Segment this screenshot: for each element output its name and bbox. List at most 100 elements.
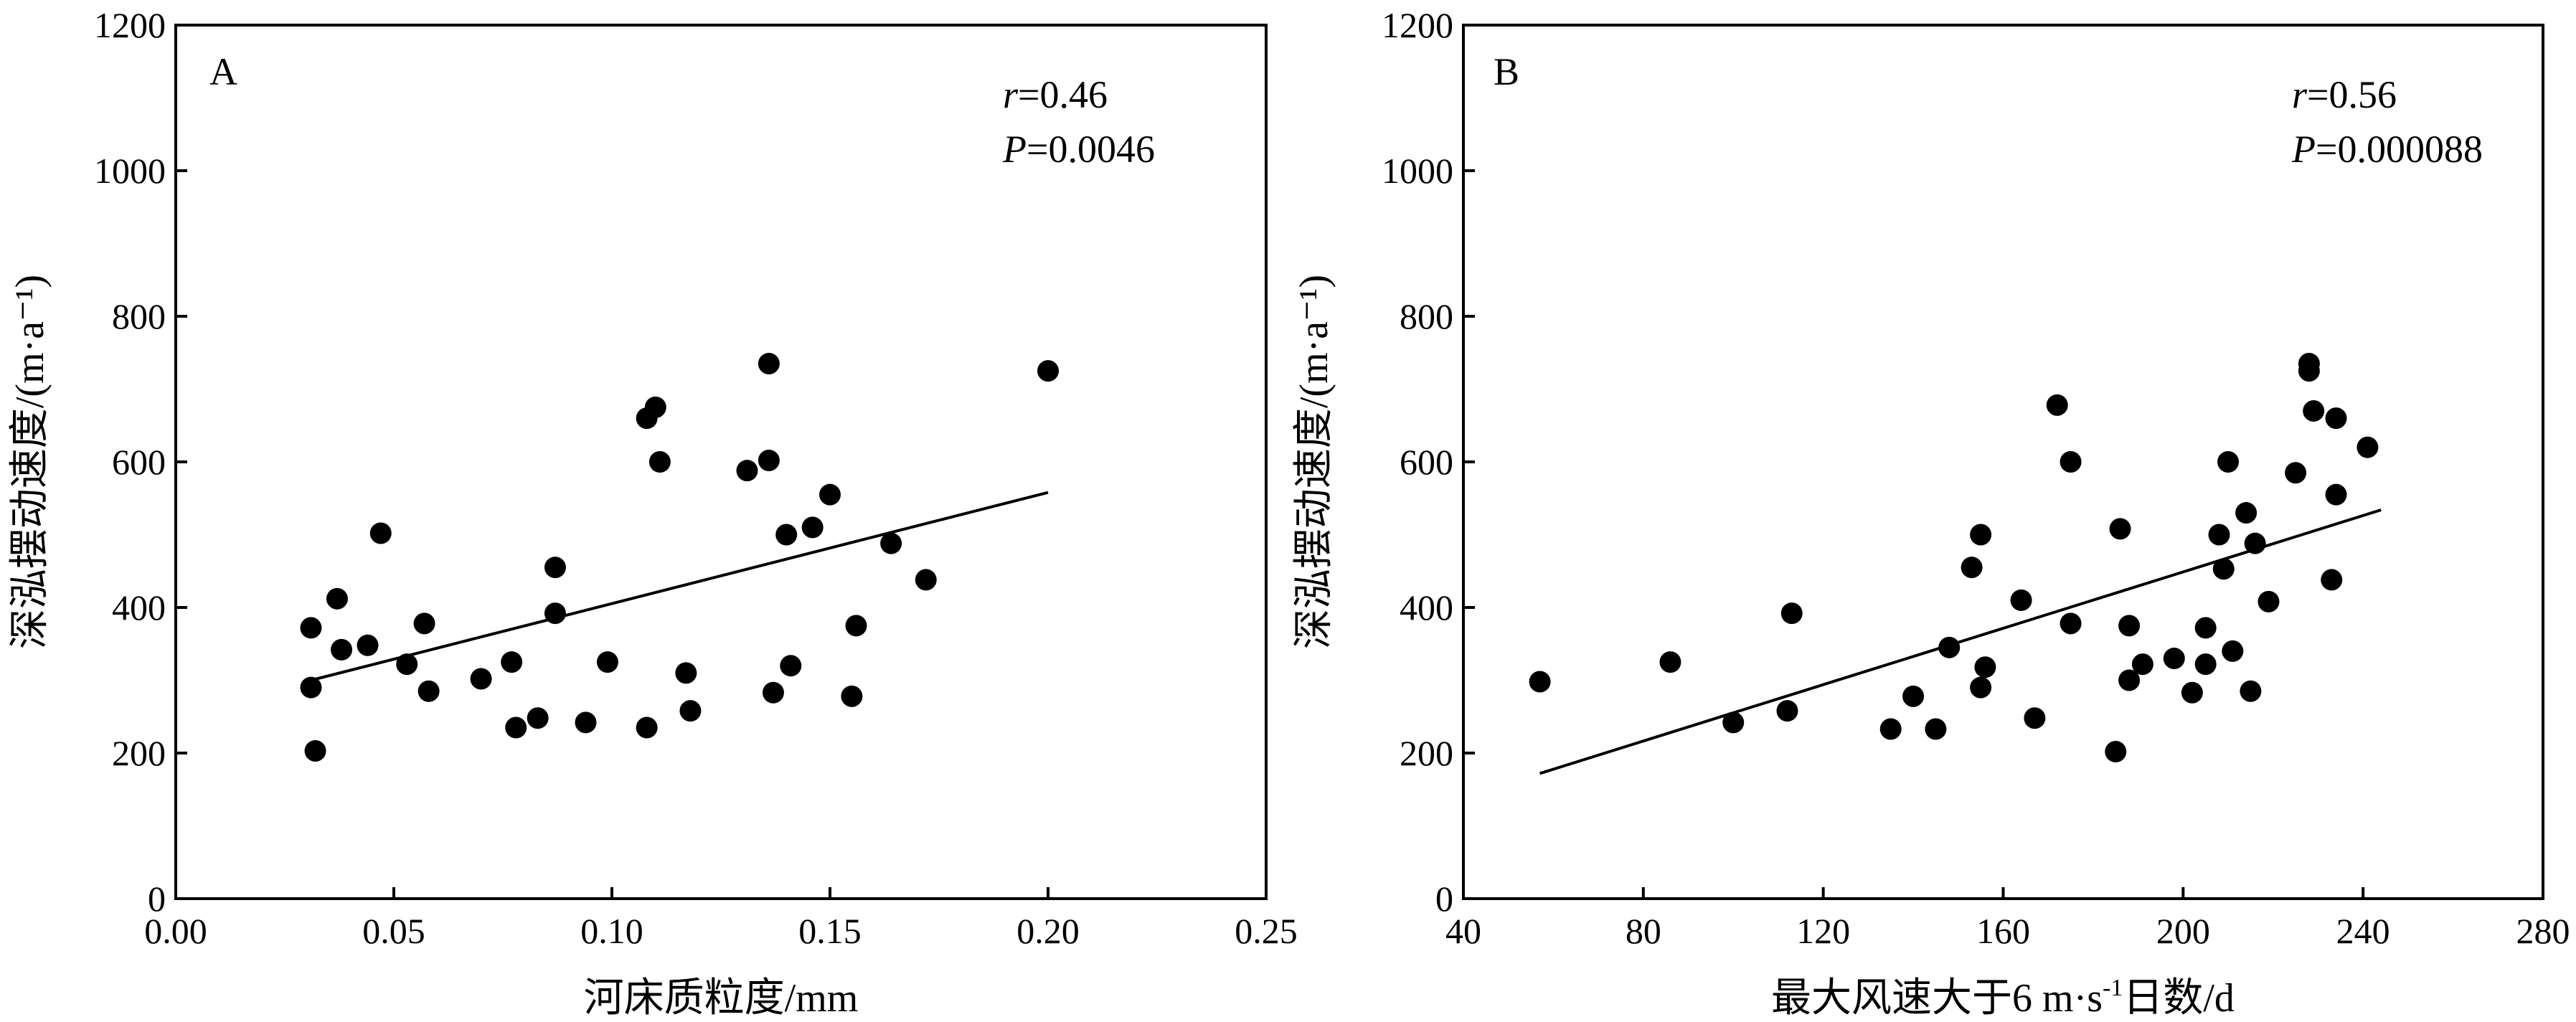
panel-a-y-axis-title: 深泓摆动速度/(m·a⁻¹) — [8, 275, 52, 649]
panel-b-data-point — [2235, 502, 2257, 524]
panel-a-data-point — [758, 352, 780, 374]
panel-a-data-point — [845, 615, 867, 637]
panel-b-data-point — [1529, 671, 1551, 693]
panel-b-data-point — [2257, 590, 2280, 612]
panel-a-y-tick-label: 1000 — [94, 151, 166, 191]
panel-b-data-point — [2244, 532, 2266, 554]
panel-b-points — [1529, 352, 2379, 762]
panel-a-y-tick-label: 800 — [112, 296, 166, 336]
panel-b-trendline-group — [1539, 508, 2382, 775]
panel-a-x-tick-label: 0.25 — [1235, 911, 1298, 951]
panel-b-data-point — [1970, 524, 1992, 546]
panel-b-data-point — [2194, 653, 2217, 676]
panel-b-data-point — [2131, 653, 2153, 676]
panel-b-r-stat: r=0.56 — [2292, 73, 2397, 116]
panel-b-x-tick-label: 80 — [1626, 911, 1661, 951]
panel-a-data-point — [304, 739, 326, 762]
panel-a-data-point — [331, 638, 353, 661]
panel-a-data-point — [396, 653, 418, 676]
panel-b-y-tick-label: 400 — [1400, 587, 1453, 628]
panel-b-data-point — [1659, 651, 1681, 673]
panel-a-data-point — [915, 569, 937, 591]
panel-a-data-point — [300, 617, 322, 639]
panel-a-data-point — [300, 676, 322, 699]
panel-b-data-point — [2222, 640, 2244, 662]
panel-b-data-point — [2240, 680, 2262, 702]
panel-b-data-point — [1925, 718, 1947, 740]
panel-a-data-point — [758, 449, 780, 471]
panel-a-y-tick-label: 0 — [148, 879, 166, 919]
panel-b-data-point — [2105, 740, 2127, 762]
panel-a-data-point — [413, 612, 435, 635]
panel-b-p-stat: P=0.000088 — [2291, 128, 2483, 171]
panel-b-data-point — [2217, 451, 2240, 473]
panel-b: 40 80 120 160 200 240 280 0 200 400 600 800 1000 1200… — [1292, 5, 2570, 1021]
panel-a-data-point — [780, 655, 802, 677]
panel-b-data-point — [2356, 436, 2379, 458]
panel-b-x-tick-label: 200 — [2156, 911, 2210, 951]
panel-b-data-point — [2010, 589, 2032, 611]
panel-a-data-point — [1037, 360, 1059, 382]
panel-b-x-tick-label: 120 — [1796, 911, 1850, 951]
panel-a-data-point — [544, 557, 566, 579]
panel-b-data-point — [2024, 707, 2046, 729]
panel-b-data-point — [2109, 518, 2131, 540]
panel-b-x-tick-label: 160 — [1976, 911, 2030, 951]
panel-a-data-point — [417, 680, 440, 702]
panel-a-data-point — [801, 516, 824, 539]
panel-a-data-point — [762, 681, 784, 704]
panel-b-data-point — [2046, 394, 2068, 416]
panel-b-label: B — [1494, 50, 1519, 93]
panel-b-data-point — [1961, 557, 1983, 579]
panel-a-y-tick-label: 200 — [112, 733, 166, 773]
panel-a-x-tick-label: 0.05 — [362, 911, 425, 951]
panel-b-data-point — [2181, 681, 2203, 704]
panel-b-ticks: 40 80 120 160 200 240 280 0 200 400 600 800 1000 1200 — [1382, 5, 2570, 951]
panel-b-data-point — [1780, 602, 1803, 625]
panel-b-y-tick-label: 1000 — [1382, 151, 1453, 191]
panel-b-data-point — [2060, 612, 2082, 635]
panel-b-trendline — [1539, 508, 2382, 775]
panel-b-data-point — [2212, 558, 2235, 580]
panel-b-data-point — [1879, 718, 1902, 740]
panel-a-label: A — [209, 50, 237, 93]
panel-b-x-tick-label: 280 — [2516, 911, 2570, 951]
panel-a-data-point — [369, 522, 392, 544]
panel-a-x-axis-title: 河床质粒度/mm — [584, 976, 859, 1021]
panel-a-p-stat: P=0.0046 — [1002, 128, 1155, 171]
panel-a: 0.00 0.05 0.10 0.15 0.20 0.25 0 200 400 600 800 100… — [8, 5, 1298, 1021]
panel-b-data-point — [2298, 360, 2320, 382]
panel-a-data-point — [527, 707, 549, 729]
panel-a-data-point — [736, 460, 758, 482]
panel-b-y-axis-title: 深泓摆动速度/(m·a⁻¹) — [1292, 275, 1336, 649]
panel-b-data-point — [2303, 399, 2325, 422]
panel-b-data-point — [2194, 617, 2217, 639]
panel-b-data-point — [1974, 656, 1996, 678]
panel-a-points — [300, 352, 1059, 762]
panel-a-y-tick-label: 600 — [112, 442, 166, 482]
panel-a-x-tick-label: 0.15 — [798, 911, 862, 951]
panel-b-data-point — [1902, 685, 1925, 707]
panel-b-data-point — [2208, 524, 2230, 546]
panel-a-data-point — [357, 634, 379, 656]
panel-a-trendline-group — [310, 491, 1049, 682]
panel-a-data-point — [505, 716, 527, 739]
panel-a-data-point — [648, 451, 671, 473]
panel-a-data-point — [544, 602, 566, 625]
panel-a-data-point — [841, 685, 863, 707]
panel-b-x-axis-title: 最大风速大于6 m·s-1日数/d — [1771, 975, 2235, 1021]
panel-b-x-tick-label: 40 — [1445, 911, 1481, 951]
panel-a-x-tick-label: 0.10 — [580, 911, 643, 951]
panel-b-data-point — [2163, 648, 2185, 670]
panel-b-data-point — [2060, 451, 2082, 473]
panel-a-data-point — [470, 668, 492, 690]
panel-a-data-point — [596, 651, 618, 673]
panel-b-y-tick-label: 600 — [1400, 442, 1453, 482]
panel-a-data-point — [326, 587, 348, 610]
panel-b-data-point — [2325, 407, 2347, 430]
panel-a-data-point — [575, 711, 597, 734]
panel-a-data-point — [819, 483, 841, 506]
panel-b-x-tick-label: 240 — [2336, 911, 2390, 951]
panel-b-data-point — [2325, 483, 2347, 506]
panel-a-data-point — [675, 662, 697, 684]
